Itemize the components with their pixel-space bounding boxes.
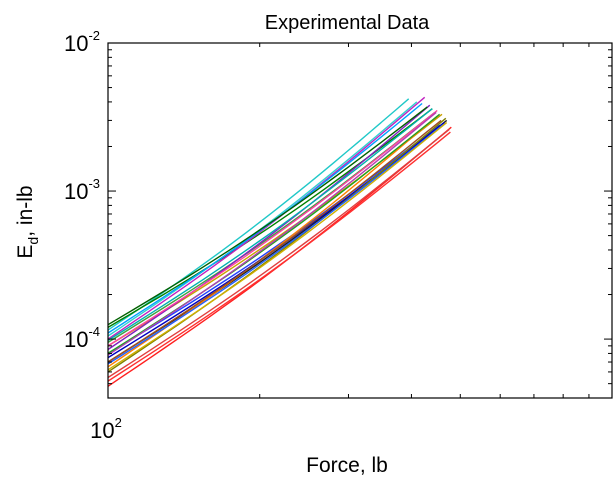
series-line-24 — [107, 122, 448, 371]
series-line-5 — [107, 96, 426, 340]
chart-title: Experimental Data — [265, 12, 430, 34]
series-line-16 — [107, 109, 438, 347]
y-tick-label: 10-4 — [64, 324, 100, 352]
x-axis-label: Force, lb — [306, 454, 388, 477]
series-line-14 — [107, 117, 447, 373]
y-axis-label-sub: d — [25, 237, 41, 245]
x-tick-label: 102 — [90, 415, 122, 443]
series-line-20 — [107, 131, 451, 382]
series-line-3 — [107, 98, 410, 331]
y-tick-label: 10-2 — [64, 28, 100, 56]
series-line-13 — [107, 104, 431, 351]
y-axis-label-rest: , in-lb — [14, 185, 37, 236]
series-line-11 — [107, 129, 450, 379]
series-line-23 — [107, 111, 437, 356]
series-line-4 — [107, 108, 433, 329]
series-line-12 — [107, 101, 418, 337]
y-axis-label-main: E — [14, 245, 37, 259]
series-line-18 — [107, 119, 442, 363]
plot-frame — [107, 42, 613, 399]
series-line-19 — [107, 124, 444, 365]
y-axis-label: Ed, in-lb — [14, 185, 41, 258]
tick-layer: 10-2 10-3 10-4 102 — [64, 28, 612, 443]
series-line-21 — [107, 108, 433, 341]
svg-text:Ed, in-lb: Ed, in-lb — [14, 185, 41, 258]
series-line-1 — [107, 124, 441, 354]
y-tick-label: 10-3 — [64, 176, 100, 204]
series-layer — [107, 96, 452, 387]
series-line-17 — [107, 106, 428, 326]
series-line-9 — [107, 111, 436, 343]
